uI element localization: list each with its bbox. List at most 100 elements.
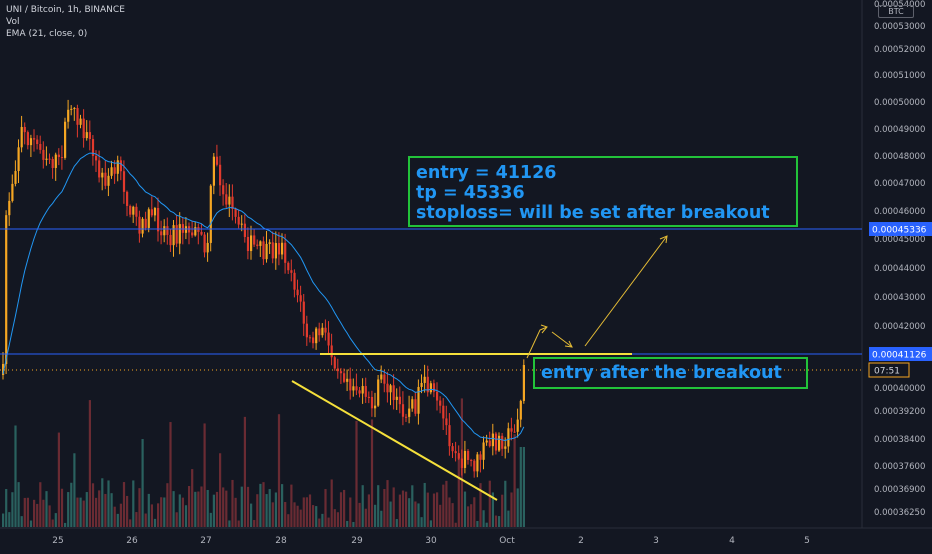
candle-body bbox=[253, 235, 256, 245]
price-tick-label: 0.00036250 bbox=[874, 508, 925, 518]
volume-bar bbox=[274, 492, 277, 527]
candle-body bbox=[122, 171, 126, 192]
volume-bar bbox=[494, 515, 498, 527]
volume-bar bbox=[395, 519, 398, 527]
candle-body bbox=[389, 385, 392, 393]
volume-bar bbox=[95, 497, 98, 527]
candle-body bbox=[181, 224, 184, 233]
volume-bar bbox=[104, 493, 107, 527]
volume-bar bbox=[405, 491, 408, 527]
candle-body bbox=[240, 223, 243, 225]
candle-body bbox=[327, 332, 330, 346]
volume-bar bbox=[160, 497, 163, 527]
volume-bar bbox=[287, 514, 290, 527]
volume-bar bbox=[392, 487, 395, 527]
volume-bar bbox=[222, 487, 225, 527]
volume-bar bbox=[122, 482, 126, 527]
volume-bar bbox=[411, 485, 414, 527]
volume-bar bbox=[197, 491, 200, 527]
candle-body bbox=[284, 242, 287, 263]
volume-bar bbox=[473, 497, 476, 527]
candle-body bbox=[343, 373, 346, 382]
volume-bar bbox=[76, 497, 79, 527]
volume-bar bbox=[386, 480, 389, 527]
candle-body bbox=[39, 144, 42, 150]
candle-body bbox=[349, 378, 352, 391]
price-tick-label: 0.00051000 bbox=[874, 71, 925, 81]
time-tick-label: 27 bbox=[200, 536, 211, 546]
support-trendline[interactable] bbox=[291, 380, 498, 501]
volume-bar bbox=[172, 491, 175, 527]
volume-bar bbox=[318, 518, 321, 527]
breakout-note[interactable]: entry after the breakout bbox=[533, 357, 808, 389]
candle-body bbox=[259, 241, 262, 246]
tp-text: tp = 45336 bbox=[416, 183, 525, 203]
time-tick-label: Oct bbox=[499, 536, 515, 546]
volume-bar bbox=[522, 447, 525, 527]
volume-bar bbox=[513, 434, 516, 527]
candle-body bbox=[8, 200, 11, 216]
candle-body bbox=[209, 185, 212, 243]
volume-bar bbox=[324, 489, 327, 527]
countdown-label: 07:51 bbox=[868, 362, 910, 378]
volume-bar bbox=[144, 513, 147, 527]
volume-bar bbox=[389, 501, 392, 527]
candle-body bbox=[119, 160, 122, 172]
ema-indicator-label[interactable]: EMA (21, close, 0) bbox=[6, 29, 88, 39]
volume-bar bbox=[67, 492, 70, 527]
volume-bar bbox=[312, 505, 315, 527]
volume-bar bbox=[157, 503, 160, 527]
volume-bar bbox=[364, 508, 367, 527]
volume-bar bbox=[491, 492, 494, 527]
candle-body bbox=[237, 216, 240, 225]
volume-bar bbox=[113, 506, 116, 527]
volume-bar bbox=[507, 510, 510, 527]
volume-bar bbox=[119, 503, 122, 527]
tp-price-label-text: 0.00045336 bbox=[872, 226, 927, 236]
volume-bar bbox=[330, 479, 333, 527]
candle-body bbox=[88, 132, 91, 140]
candle-body bbox=[519, 400, 522, 420]
volume-bar bbox=[169, 422, 172, 527]
candle-body bbox=[507, 428, 510, 447]
volume-bar bbox=[327, 517, 330, 527]
volume-bar bbox=[383, 488, 386, 527]
volume-bar bbox=[488, 480, 491, 527]
volume-bar bbox=[88, 400, 91, 527]
volume-indicator-label[interactable]: Vol bbox=[6, 17, 20, 27]
currency-badge[interactable]: BTC bbox=[878, 5, 914, 18]
stoploss-text: stoploss= will be set after breakout bbox=[416, 203, 770, 223]
trade-plan-note[interactable]: entry = 41126 tp = 45336 stoploss= will … bbox=[408, 156, 798, 227]
candle-body bbox=[48, 158, 51, 160]
price-tick-label: 0.00045000 bbox=[874, 235, 925, 245]
volume-bar bbox=[246, 486, 250, 527]
projection-arrow-path[interactable] bbox=[526, 235, 668, 359]
candle-body bbox=[333, 357, 336, 369]
volume-bar bbox=[42, 499, 45, 527]
symbol-title[interactable]: UNI / Bitcoin, 1h, BINANCE bbox=[6, 5, 125, 15]
volume-bar bbox=[240, 486, 243, 527]
volume-bar bbox=[206, 489, 209, 527]
candle-body bbox=[364, 386, 367, 397]
candle-body bbox=[494, 433, 498, 451]
volume-bar bbox=[308, 494, 312, 527]
countdown-label-bg bbox=[868, 362, 910, 378]
candle-body bbox=[491, 433, 494, 447]
candle-body bbox=[26, 132, 29, 146]
candle-body bbox=[271, 242, 274, 259]
chart-legend[interactable]: UNI / Bitcoin, 1h, BINANCE Vol EMA (21, … bbox=[6, 4, 125, 40]
volume-bar bbox=[457, 457, 460, 527]
candle-body bbox=[473, 460, 476, 472]
volume-bar bbox=[228, 520, 231, 527]
candle-body bbox=[203, 234, 206, 253]
candle-body bbox=[516, 419, 519, 432]
volume-bar bbox=[417, 503, 420, 527]
candle-body bbox=[293, 272, 296, 290]
volume-bar bbox=[194, 491, 197, 527]
candle-body bbox=[85, 132, 88, 139]
candle-body bbox=[457, 453, 460, 459]
time-axis[interactable]: 25 26 27 28 29 30 Oct 2 3 4 5 bbox=[52, 536, 810, 546]
volume-bar bbox=[454, 522, 457, 527]
